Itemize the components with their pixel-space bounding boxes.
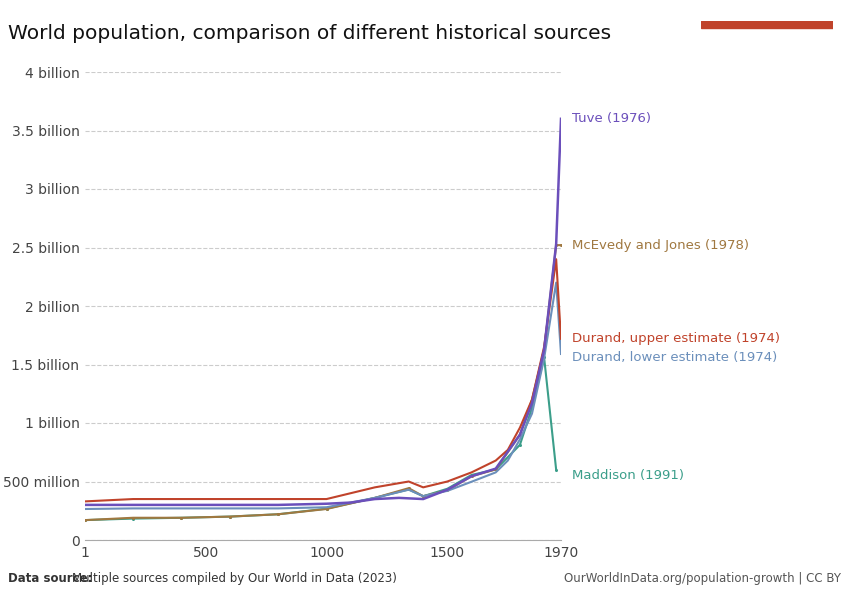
Bar [701, 21, 833, 28]
Text: Tuve (1976): Tuve (1976) [572, 112, 651, 125]
Text: in Data: in Data [746, 59, 788, 69]
Text: Maddison (1991): Maddison (1991) [572, 469, 684, 482]
Text: Durand, upper estimate (1974): Durand, upper estimate (1974) [572, 332, 780, 345]
Text: Data source:: Data source: [8, 572, 93, 585]
Text: Durand, lower estimate (1974): Durand, lower estimate (1974) [572, 351, 778, 364]
Text: McEvedy and Jones (1978): McEvedy and Jones (1978) [572, 239, 749, 251]
Text: Our World: Our World [737, 40, 796, 50]
Text: World population, comparison of different historical sources: World population, comparison of differen… [8, 24, 612, 43]
Text: Multiple sources compiled by Our World in Data (2023): Multiple sources compiled by Our World i… [72, 572, 397, 585]
Text: OurWorldInData.org/population-growth | CC BY: OurWorldInData.org/population-growth | C… [564, 572, 842, 585]
